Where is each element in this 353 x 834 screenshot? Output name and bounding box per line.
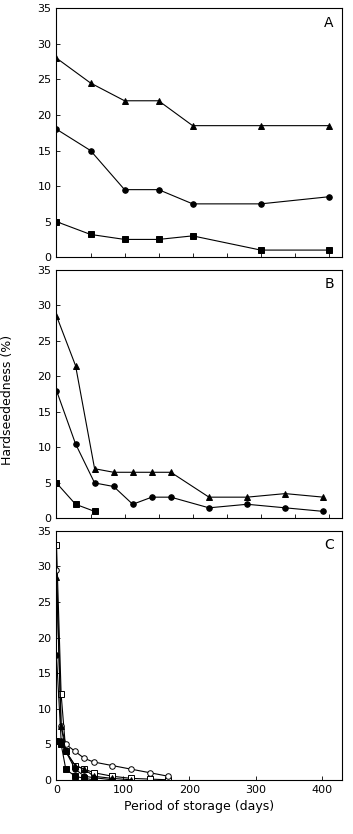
Text: Hardseededness (%): Hardseededness (%) — [1, 335, 13, 465]
X-axis label: Period of storage (days): Period of storage (days) — [124, 800, 275, 813]
Text: A: A — [324, 16, 334, 30]
Text: B: B — [324, 277, 334, 291]
Text: C: C — [324, 539, 334, 552]
